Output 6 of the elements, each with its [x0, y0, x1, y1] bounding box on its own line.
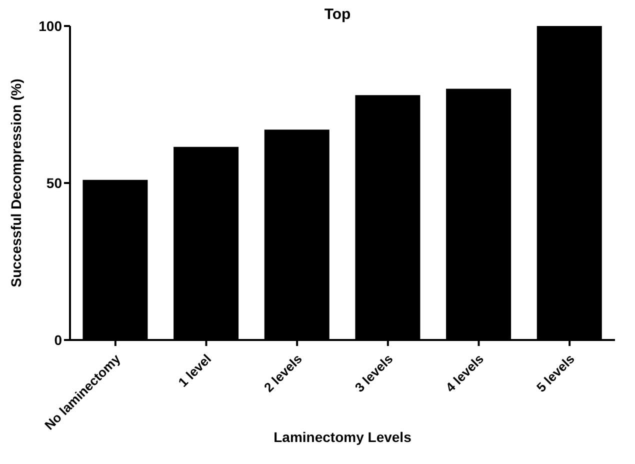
y-tick-label: 50: [46, 174, 62, 191]
y-tick-label: 100: [38, 18, 62, 34]
y-axis-title: Successful Decompression (%): [8, 78, 24, 288]
y-tick-label: 0: [54, 332, 62, 348]
chart-title: Top: [324, 6, 351, 23]
x-axis-title: Laminectomy Levels: [274, 429, 412, 445]
